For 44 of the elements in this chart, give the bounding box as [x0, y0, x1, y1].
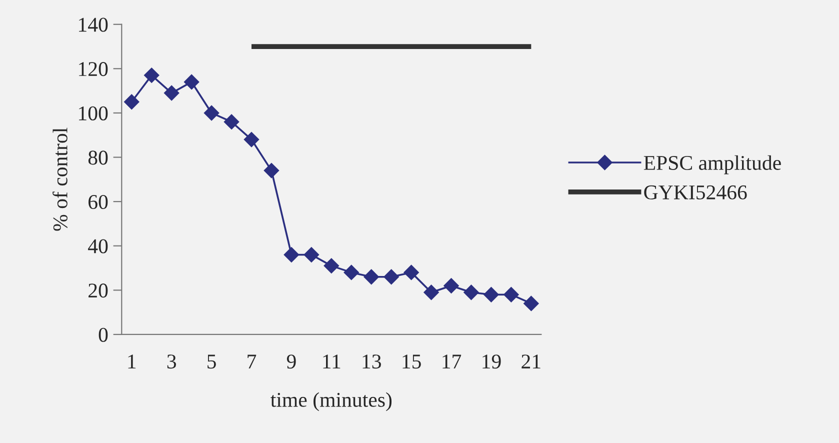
x-tick-label: 7: [248, 354, 256, 368]
point: [384, 269, 399, 284]
x-axis-title: time (minutes): [270, 392, 392, 412]
x-tick-label: 5: [208, 354, 216, 369]
y-tick-label: 40: [88, 239, 108, 254]
point: [444, 278, 459, 294]
point: [504, 287, 519, 302]
y-axis-title: % of control: [52, 128, 68, 231]
y-tick-label: 140: [79, 18, 108, 32]
point: [164, 85, 180, 101]
legend-label: EPSC amplitude: [644, 155, 781, 174]
point: [284, 247, 300, 262]
x-tick-label: 19: [482, 354, 501, 369]
point: [424, 284, 439, 300]
y-tick-label: 20: [88, 284, 108, 298]
x-tick-label: 1: [128, 354, 136, 368]
x-tick-label: 11: [323, 354, 340, 368]
x-tick-label: 9: [286, 354, 296, 369]
point: [324, 258, 339, 274]
legend-label: GYKI52466: [644, 185, 747, 200]
x-tick-label: 3: [167, 354, 176, 369]
y-tick-label: 100: [79, 106, 108, 120]
point: [184, 74, 200, 90]
point: [244, 132, 260, 148]
x-tick-label: 21: [522, 354, 540, 368]
point: [124, 94, 140, 110]
y-tick-label: 60: [88, 194, 108, 209]
y-tick-label: 120: [79, 62, 108, 76]
y-tick-label: 80: [88, 150, 108, 165]
point: [364, 269, 379, 284]
point: [344, 264, 359, 280]
point: [264, 162, 280, 178]
point: [224, 114, 240, 130]
x-tick-label: 13: [362, 354, 381, 369]
point: [484, 287, 499, 302]
x-tick-label: 15: [402, 354, 421, 369]
point: [464, 284, 479, 300]
point: [144, 68, 160, 83]
point: [304, 247, 319, 262]
y-tick-label: 0: [98, 328, 108, 342]
point: [404, 264, 419, 280]
x-tick-label: 17: [442, 354, 462, 368]
point: [524, 296, 539, 312]
point: [204, 105, 220, 121]
